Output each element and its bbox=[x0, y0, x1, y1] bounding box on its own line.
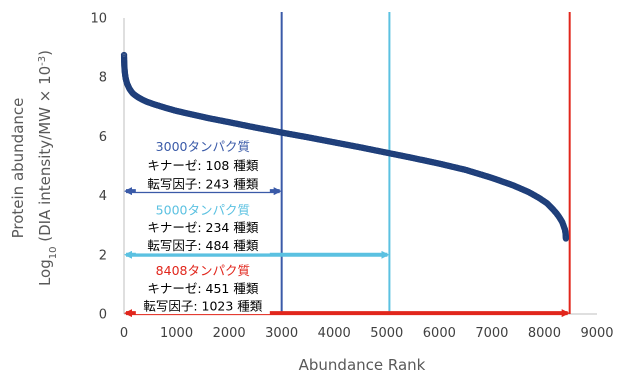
y-tick-label: 0 bbox=[99, 308, 107, 323]
y-tick-label: 8 bbox=[99, 71, 107, 86]
y-tick-label: 10 bbox=[90, 12, 107, 27]
annotation-background bbox=[135, 218, 270, 236]
annotation-label: 8408タンパク質 bbox=[156, 263, 250, 278]
annotation-label: 3000タンパク質 bbox=[156, 139, 250, 154]
annotation-background bbox=[135, 137, 270, 155]
x-tick-label: 6000 bbox=[423, 326, 456, 341]
annotation-label: キナーゼ: 234 種類 bbox=[147, 220, 259, 235]
annotation-background bbox=[135, 156, 270, 174]
annotation-label: キナーゼ: 451 種類 bbox=[147, 281, 259, 296]
y-tick-label: 2 bbox=[99, 248, 107, 263]
annotation-background bbox=[135, 200, 270, 218]
annotation-background bbox=[135, 297, 270, 315]
x-tick-label: 3000 bbox=[265, 326, 298, 341]
x-tick-label: 7000 bbox=[475, 326, 508, 341]
y-axis-title-line2: Log10 (DIA intensity/MW × 10-3) bbox=[36, 50, 59, 286]
annotation-background bbox=[135, 261, 270, 279]
scatter-series bbox=[120, 51, 570, 242]
annotation-label: 転写因子: 1023 種類 bbox=[143, 299, 262, 314]
annotation-background bbox=[135, 174, 270, 192]
x-tick-label: 2000 bbox=[213, 326, 246, 341]
x-tick-label: 5000 bbox=[370, 326, 403, 341]
annotation-background bbox=[135, 279, 270, 297]
y-axis-title-line1: Protein abundance bbox=[9, 98, 27, 239]
tick-labels: 0 1000 2000 3000 4000 5000 6000 7000 8000 9000 0 2 4… bbox=[90, 12, 613, 342]
annotation-label: キナーゼ: 108 種類 bbox=[147, 158, 259, 173]
x-tick-label: 0 bbox=[120, 326, 128, 341]
cutoff-lines bbox=[280, 12, 571, 314]
data-point bbox=[562, 235, 570, 242]
x-tick-label: 8000 bbox=[528, 326, 561, 341]
annotation-label: 転写因子: 484 種類 bbox=[147, 238, 259, 253]
y-tick-label: 4 bbox=[99, 189, 107, 204]
x-tick-label: 9000 bbox=[580, 326, 613, 341]
annotation-background bbox=[135, 236, 270, 254]
y-tick-label: 6 bbox=[99, 130, 107, 145]
annotation-label: 転写因子: 243 種類 bbox=[147, 176, 259, 191]
annotation-label: 5000タンパク質 bbox=[156, 202, 250, 217]
x-tick-label: 4000 bbox=[318, 326, 351, 341]
x-axis-title: Abundance Rank bbox=[299, 356, 426, 374]
x-tick-label: 1000 bbox=[160, 326, 193, 341]
